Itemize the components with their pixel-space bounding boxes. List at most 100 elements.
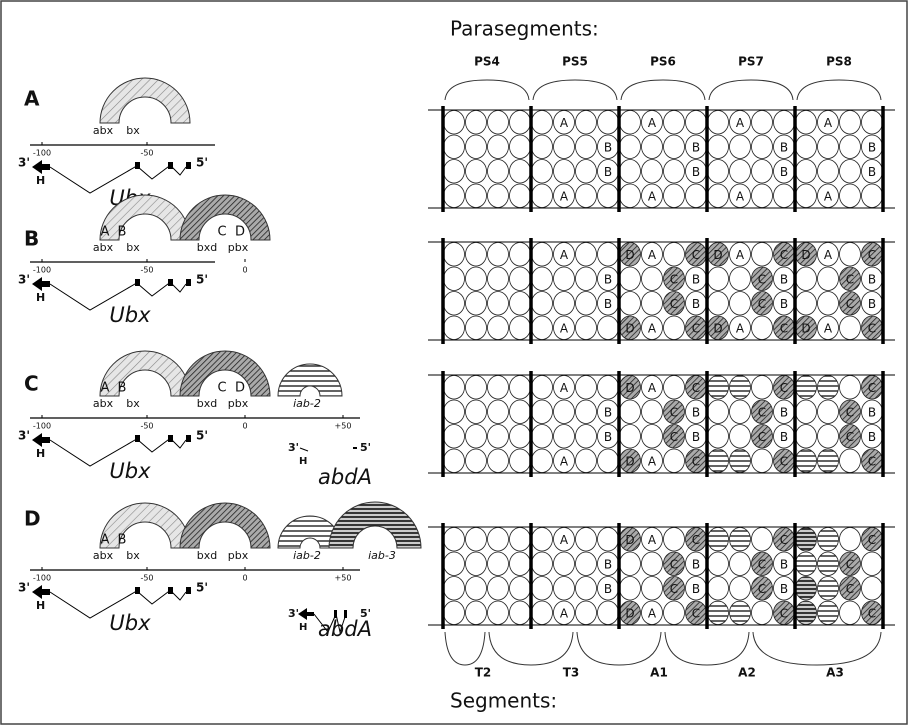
cell	[554, 135, 575, 159]
cell	[576, 135, 597, 159]
cell	[444, 267, 465, 291]
right-footer: Segments:	[450, 689, 557, 713]
segment-label: T3	[563, 666, 580, 680]
cell	[466, 111, 487, 135]
cell	[466, 577, 487, 601]
panel-letter: D	[24, 507, 41, 531]
cell	[664, 243, 685, 267]
cell	[730, 160, 751, 184]
ruler-label: -50	[140, 266, 153, 275]
cell	[510, 135, 531, 159]
cell-label: B	[868, 272, 876, 286]
cell	[510, 184, 531, 208]
cell	[730, 552, 751, 576]
exon	[168, 435, 173, 442]
cell	[532, 184, 553, 208]
cell	[752, 316, 773, 340]
cell-label: C	[846, 272, 854, 286]
cell	[466, 528, 487, 552]
cell	[664, 184, 685, 208]
cell	[532, 425, 553, 449]
cell	[620, 160, 641, 184]
brace	[489, 632, 573, 665]
cell	[466, 160, 487, 184]
gene-promoter: H	[36, 447, 45, 460]
cell	[510, 316, 531, 340]
cell	[642, 267, 663, 291]
cell	[642, 552, 663, 576]
cell	[444, 400, 465, 424]
cell-label: B	[692, 140, 700, 154]
parasegment-label: PS7	[738, 55, 764, 69]
region-label: iab-3	[368, 549, 396, 562]
cell-label: B	[692, 582, 700, 596]
cell-label: C	[780, 248, 788, 262]
cell-label: C	[758, 582, 766, 596]
cell	[576, 528, 597, 552]
cell	[818, 528, 839, 552]
cell-label: C	[868, 321, 876, 335]
cell	[510, 292, 531, 316]
cell-label: B	[868, 405, 876, 419]
cell	[664, 376, 685, 400]
cell	[532, 316, 553, 340]
cell-label: D	[625, 606, 634, 620]
cell	[818, 577, 839, 601]
cell-label: B	[692, 430, 700, 444]
cell-label: A	[648, 248, 657, 262]
cell	[752, 528, 773, 552]
cell	[862, 577, 883, 601]
cell	[796, 160, 817, 184]
arc-letter: A	[101, 381, 110, 396]
cell-label: C	[670, 297, 678, 311]
cell	[818, 160, 839, 184]
cell-label: A	[560, 381, 569, 395]
cell	[664, 135, 685, 159]
cell-label: A	[560, 454, 569, 468]
cell	[444, 160, 465, 184]
cell	[510, 243, 531, 267]
cell	[840, 376, 861, 400]
exon	[353, 447, 357, 449]
cell	[664, 601, 685, 625]
region-label: abx	[93, 397, 114, 410]
arc-letter: B	[118, 533, 127, 548]
arc-letter: B	[118, 381, 127, 396]
ruler-label: -100	[33, 266, 51, 275]
cell	[752, 601, 773, 625]
cell	[532, 400, 553, 424]
cell-label: C	[670, 405, 678, 419]
gene-arrow	[298, 608, 314, 620]
arc-letter: D	[235, 381, 245, 396]
cell	[532, 376, 553, 400]
cell-label: C	[692, 248, 700, 262]
cell	[840, 449, 861, 473]
cell-label: B	[868, 430, 876, 444]
cell	[488, 243, 509, 267]
cell	[818, 449, 839, 473]
cell	[708, 449, 729, 473]
cell	[708, 292, 729, 316]
cell-label: D	[801, 321, 810, 335]
gene-end-3: 3'	[18, 581, 30, 595]
gene-promoter: H	[36, 599, 45, 612]
cell-label: A	[736, 321, 745, 335]
cell-label: B	[604, 557, 612, 571]
cell-label: D	[625, 321, 634, 335]
gene-arrow	[32, 160, 50, 174]
cell	[730, 528, 751, 552]
cell-label: C	[780, 321, 788, 335]
cell-label: C	[692, 321, 700, 335]
cell	[532, 601, 553, 625]
cell	[752, 160, 773, 184]
cell-label: A	[560, 321, 569, 335]
cell	[576, 111, 597, 135]
gene-end-5: 5'	[196, 429, 208, 443]
cell	[708, 184, 729, 208]
segment-label: A2	[738, 666, 756, 680]
cell	[708, 160, 729, 184]
panel-letter: A	[24, 87, 40, 111]
cell	[510, 577, 531, 601]
cell-label: A	[560, 533, 569, 547]
gene-end-3: 3'	[288, 607, 299, 620]
